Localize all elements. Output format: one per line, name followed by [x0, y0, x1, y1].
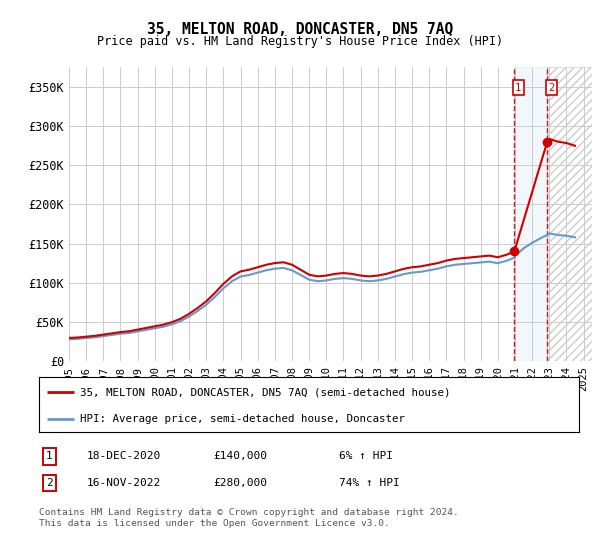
Text: 18-DEC-2020: 18-DEC-2020: [87, 451, 161, 461]
Text: 16-NOV-2022: 16-NOV-2022: [87, 478, 161, 488]
Bar: [514, 67, 547, 361]
Bar: [547, 67, 592, 361]
Text: 35, MELTON ROAD, DONCASTER, DN5 7AQ: 35, MELTON ROAD, DONCASTER, DN5 7AQ: [147, 22, 453, 38]
Text: 6% ↑ HPI: 6% ↑ HPI: [339, 451, 393, 461]
Text: £140,000: £140,000: [213, 451, 267, 461]
Text: 35, MELTON ROAD, DONCASTER, DN5 7AQ (semi-detached house): 35, MELTON ROAD, DONCASTER, DN5 7AQ (sem…: [79, 388, 450, 397]
Text: Price paid vs. HM Land Registry's House Price Index (HPI): Price paid vs. HM Land Registry's House …: [97, 35, 503, 48]
Text: HPI: Average price, semi-detached house, Doncaster: HPI: Average price, semi-detached house,…: [79, 414, 404, 423]
Text: 1: 1: [515, 83, 521, 93]
Text: Contains HM Land Registry data © Crown copyright and database right 2024.
This d: Contains HM Land Registry data © Crown c…: [39, 508, 459, 528]
Text: 2: 2: [548, 83, 554, 93]
Text: 74% ↑ HPI: 74% ↑ HPI: [339, 478, 400, 488]
Text: 1: 1: [46, 451, 53, 461]
Text: 2: 2: [46, 478, 53, 488]
Text: £280,000: £280,000: [213, 478, 267, 488]
